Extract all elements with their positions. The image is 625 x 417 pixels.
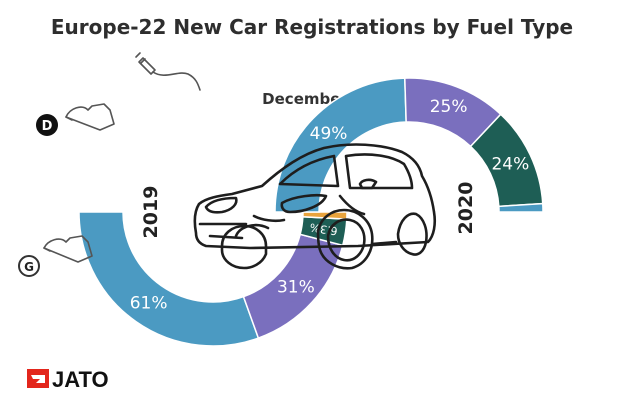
diesel-badge-label: D <box>42 119 53 134</box>
slice-label-2020-electrified: 24% <box>491 154 529 174</box>
diesel-pump-icon: D <box>36 103 115 136</box>
slice-label-2020-diesel: 25% <box>430 97 468 117</box>
chart-subtitle: December <box>262 90 348 108</box>
car-illustration <box>193 143 437 270</box>
chart-title: Europe-22 New Car Registrations by Fuel … <box>51 15 573 39</box>
donut-2020: 49% 25% 24% <box>274 77 544 213</box>
jato-logo: JATO <box>27 367 109 392</box>
year-label-2019: 2019 <box>140 186 162 239</box>
slice-label-2020-petrol: 49% <box>310 124 348 144</box>
slice-label-2019-diesel: 31% <box>277 277 315 297</box>
slice-label-2019-petrol: 61% <box>130 294 168 314</box>
slice-2020-other <box>498 202 544 213</box>
electric-plug-icon <box>135 52 201 91</box>
petrol-badge-label: G <box>24 260 34 274</box>
donut-2019: 61% 31% 6.3% <box>78 211 348 347</box>
petrol-pump-icon: G <box>18 235 93 277</box>
brand-name: JATO <box>52 367 109 392</box>
year-label-2020: 2020 <box>455 182 477 235</box>
slice-label-2019-electrified: 6.3% <box>309 220 339 237</box>
slice-2019-petrol <box>78 211 260 347</box>
